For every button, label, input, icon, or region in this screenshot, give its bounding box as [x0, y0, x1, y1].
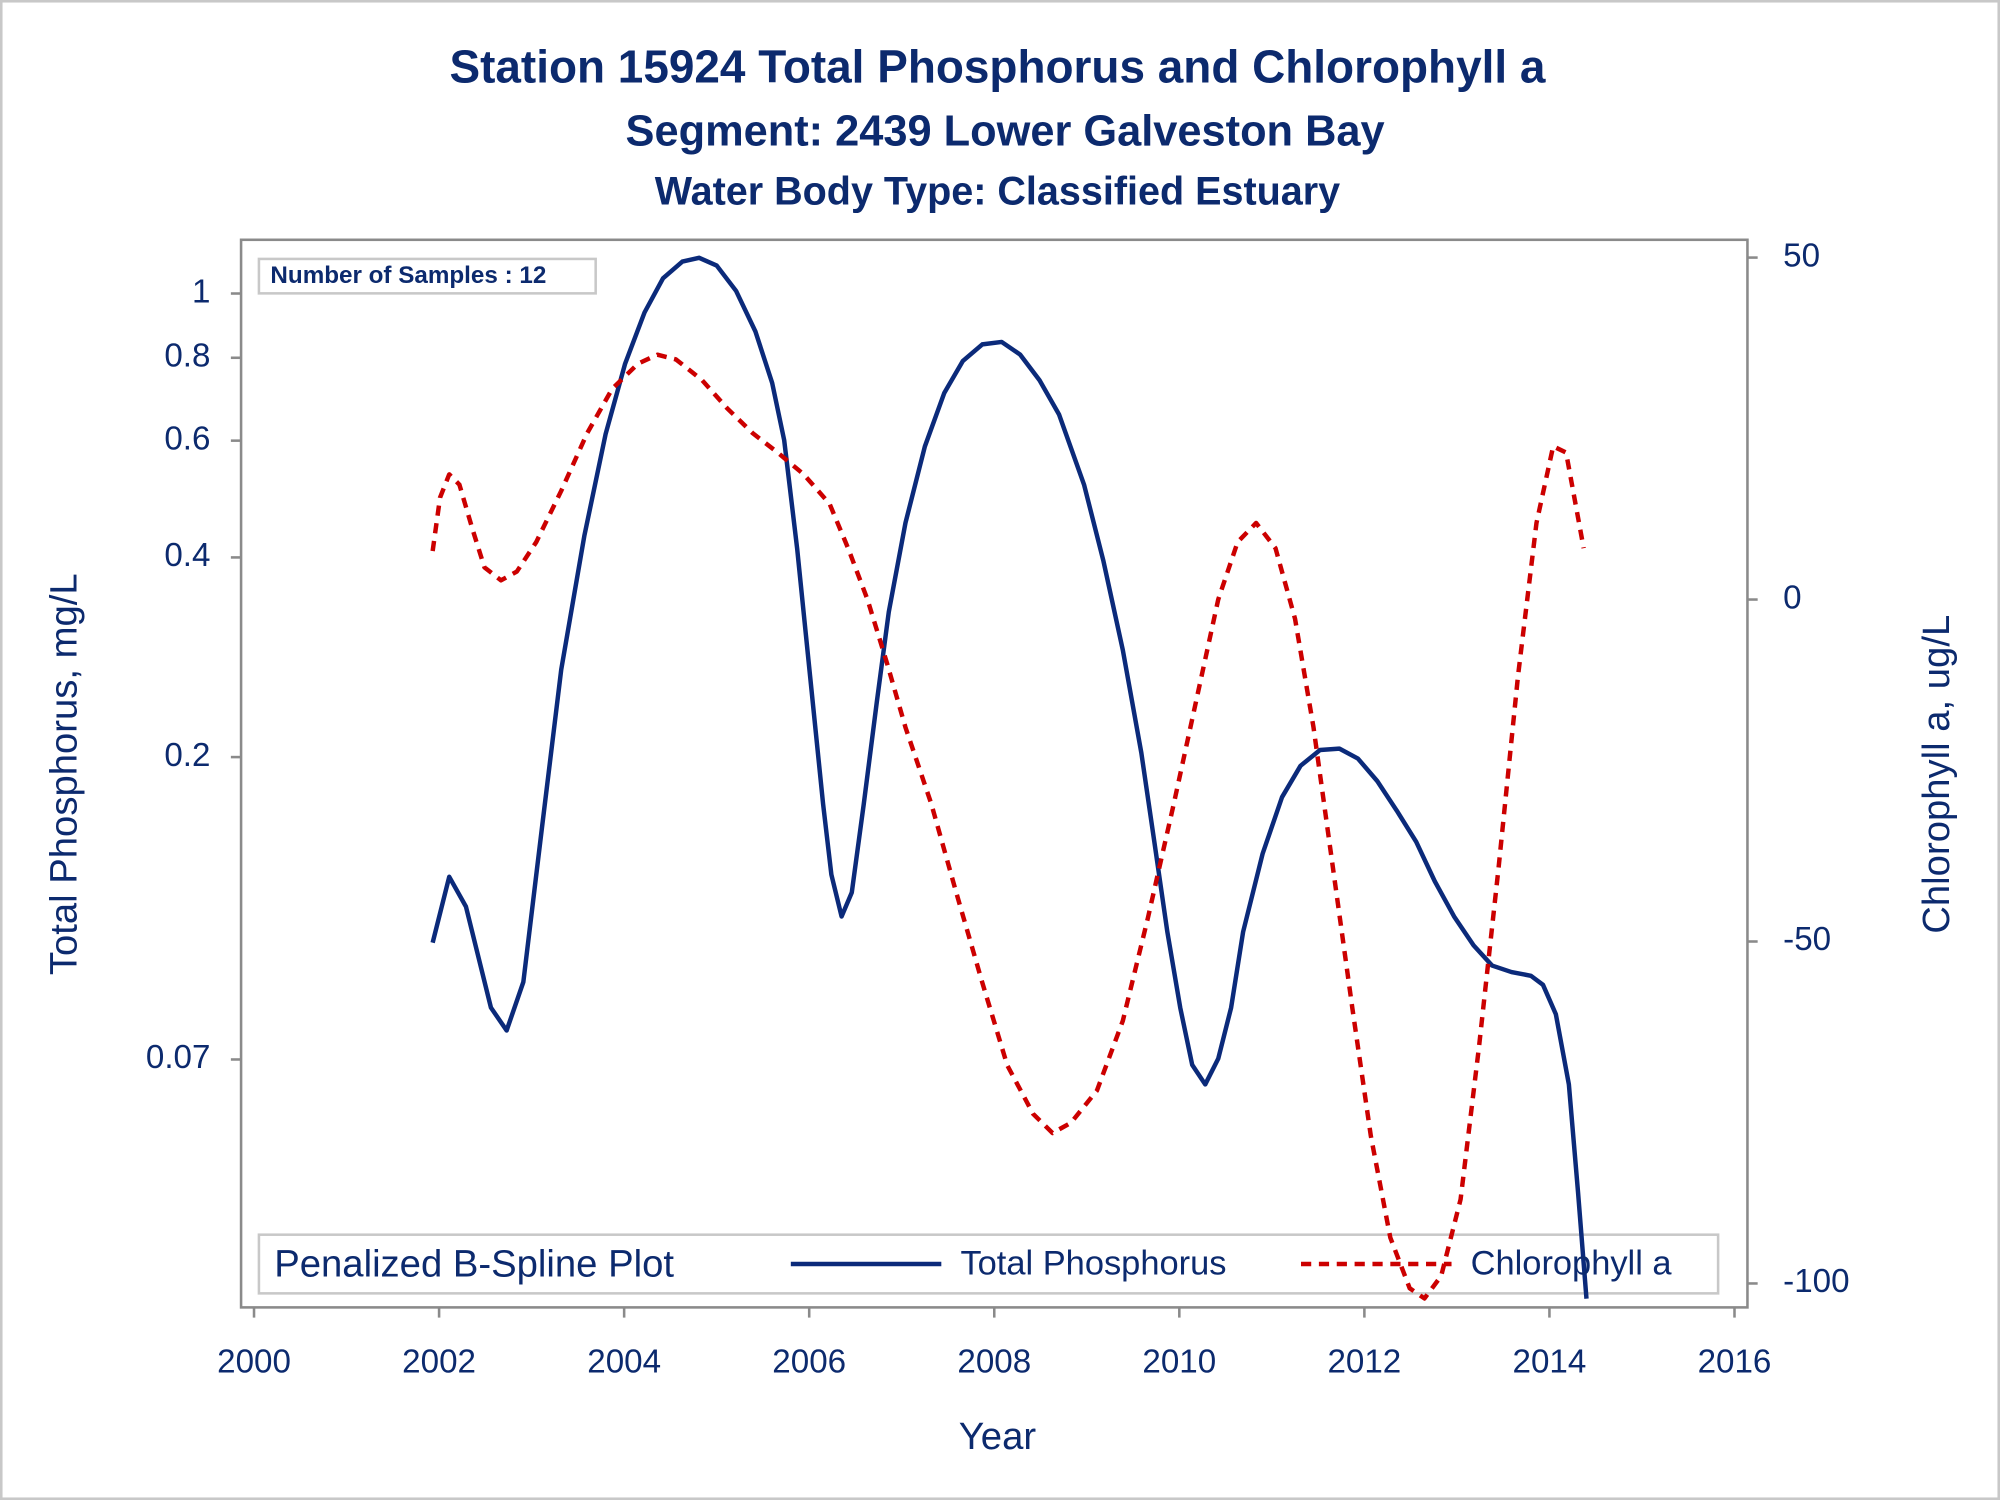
- y2-tick-label: 50: [1783, 237, 1820, 274]
- y2-axis-label: Chlorophyll a, ug/L: [1915, 615, 1958, 934]
- x-tick-label: 2006: [772, 1343, 846, 1380]
- x-tick-label: 2010: [1142, 1343, 1216, 1380]
- y-tick-label: 0.2: [164, 737, 210, 774]
- y-tick-label: 0.4: [164, 537, 210, 574]
- x-tick-label: 2008: [957, 1343, 1031, 1380]
- y2-tick-label: -50: [1783, 921, 1831, 958]
- y-axis-label: Total Phosphorus, mg/L: [42, 573, 85, 975]
- annotation: Number of Samples : 12: [270, 262, 546, 289]
- x-tick-label: 2004: [587, 1343, 661, 1380]
- y-tick-label: 1: [192, 273, 210, 310]
- legend-label: Total Phosphorus: [960, 1244, 1226, 1282]
- chart-subtitle: Water Body Type: Classified Estuary: [655, 169, 1340, 213]
- data-line: [430, 255, 1589, 1299]
- x-tick-label: 2014: [1513, 1343, 1587, 1380]
- x-tick-label: 2012: [1327, 1343, 1401, 1380]
- chart-subtitle: Segment: 2439 Lower Galveston Bay: [626, 107, 1385, 155]
- y-tick-label: 0.8: [164, 338, 210, 375]
- annotation-box: [257, 257, 597, 295]
- legend-label: Chlorophyll a: [1471, 1244, 1673, 1282]
- x-tick-label: 2002: [402, 1343, 476, 1380]
- data-line: [430, 352, 1586, 1301]
- y2-tick-label: -100: [1783, 1263, 1849, 1300]
- y-tick-label: 0.6: [164, 420, 210, 457]
- x-tick-label: 2000: [217, 1343, 291, 1380]
- legend-title: Penalized B-Spline Plot: [274, 1243, 674, 1286]
- x-axis-label: Year: [959, 1415, 1037, 1458]
- legend-box: [257, 1233, 1720, 1295]
- chart-title: Station 15924 Total Phosphorus and Chlor…: [449, 40, 1545, 92]
- x-tick-label: 2016: [1698, 1343, 1772, 1380]
- y2-tick-label: 0: [1783, 579, 1801, 616]
- y-tick-label: 0.07: [146, 1039, 211, 1076]
